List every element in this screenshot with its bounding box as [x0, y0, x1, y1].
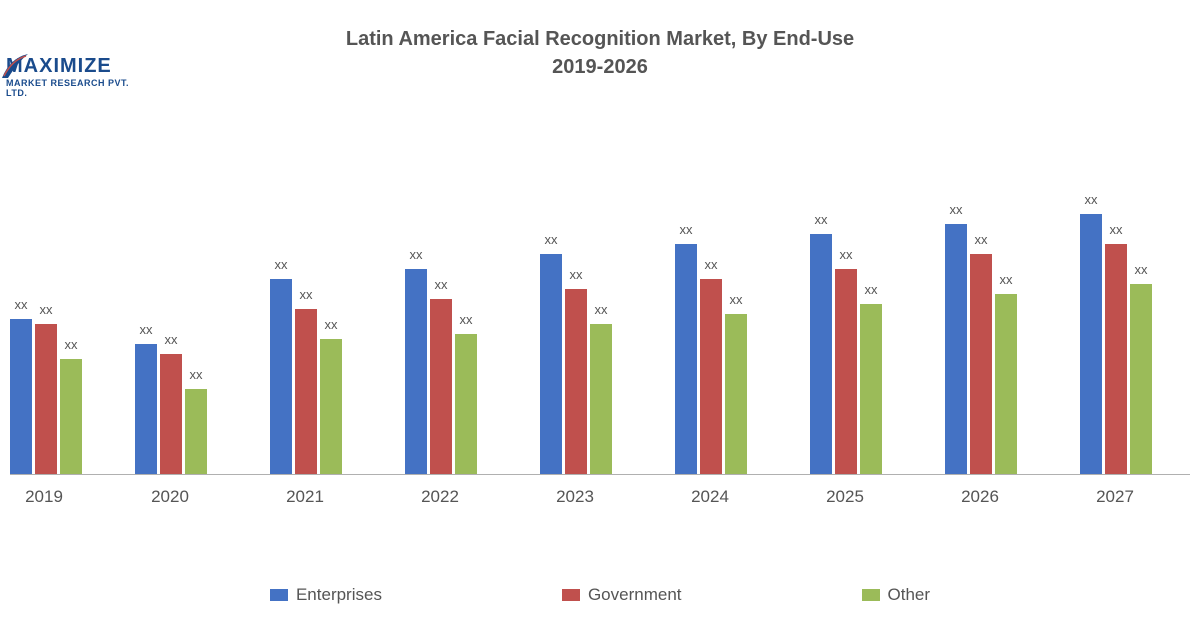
- bar-value-label: xx: [300, 287, 313, 302]
- bar-government: xx: [35, 324, 57, 474]
- legend-swatch-icon: [270, 589, 288, 601]
- bar-government: xx: [970, 254, 992, 474]
- legend-label: Government: [588, 585, 682, 605]
- chart-title-line1: Latin America Facial Recognition Market,…: [0, 25, 1200, 53]
- bar-enterprises: xx: [540, 254, 562, 474]
- x-axis-label: 2019: [25, 487, 63, 507]
- bar-enterprises: xx: [945, 224, 967, 474]
- x-axis-label: 2024: [691, 487, 729, 507]
- bar-value-label: xx: [140, 322, 153, 337]
- bar-value-label: xx: [595, 302, 608, 317]
- bar-other: xx: [725, 314, 747, 474]
- bar-value-label: xx: [1000, 272, 1013, 287]
- bar-government: xx: [160, 354, 182, 474]
- bar-government: xx: [835, 269, 857, 474]
- x-axis-label: 2022: [421, 487, 459, 507]
- bar-value-label: xx: [460, 312, 473, 327]
- x-axis-label: 2026: [961, 487, 999, 507]
- x-axis-label: 2020: [151, 487, 189, 507]
- year-group: xxxxxx: [10, 319, 82, 474]
- x-axis-label: 2021: [286, 487, 324, 507]
- logo-swoosh-icon: [0, 50, 30, 80]
- bar-value-label: xx: [840, 247, 853, 262]
- bar-value-label: xx: [275, 257, 288, 272]
- bar-other: xx: [590, 324, 612, 474]
- x-axis-label: 2025: [826, 487, 864, 507]
- bar-value-label: xx: [1135, 262, 1148, 277]
- bar-enterprises: xx: [810, 234, 832, 474]
- legend-swatch-icon: [862, 589, 880, 601]
- legend-label: Other: [888, 585, 931, 605]
- chart-area: xxxxxxxxxxxxxxxxxxxxxxxxxxxxxxxxxxxxxxxx…: [10, 135, 1190, 515]
- bar-value-label: xx: [435, 277, 448, 292]
- bar-value-label: xx: [705, 257, 718, 272]
- x-axis-label: 2027: [1096, 487, 1134, 507]
- bar-government: xx: [700, 279, 722, 474]
- bar-value-label: xx: [410, 247, 423, 262]
- bar-other: xx: [455, 334, 477, 474]
- chart-title-line2: 2019-2026: [0, 53, 1200, 81]
- bar-value-label: xx: [570, 267, 583, 282]
- bar-value-label: xx: [975, 232, 988, 247]
- bar-value-label: xx: [1085, 192, 1098, 207]
- logo-sub-text: MARKET RESEARCH PVT. LTD.: [6, 78, 150, 98]
- bar-enterprises: xx: [270, 279, 292, 474]
- bar-value-label: xx: [815, 212, 828, 227]
- bar-other: xx: [60, 359, 82, 474]
- bar-government: xx: [565, 289, 587, 474]
- bar-value-label: xx: [680, 222, 693, 237]
- bar-enterprises: xx: [1080, 214, 1102, 474]
- year-group: xxxxxx: [270, 279, 342, 474]
- bar-value-label: xx: [545, 232, 558, 247]
- bar-other: xx: [320, 339, 342, 474]
- bar-value-label: xx: [165, 332, 178, 347]
- bar-value-label: xx: [190, 367, 203, 382]
- bar-value-label: xx: [865, 282, 878, 297]
- bar-enterprises: xx: [135, 344, 157, 474]
- legend-label: Enterprises: [296, 585, 382, 605]
- bar-value-label: xx: [325, 317, 338, 332]
- year-group: xxxxxx: [1080, 214, 1152, 474]
- bar-government: xx: [430, 299, 452, 474]
- legend-item: Other: [862, 585, 931, 605]
- bar-other: xx: [995, 294, 1017, 474]
- bar-value-label: xx: [730, 292, 743, 307]
- year-group: xxxxxx: [405, 269, 477, 474]
- legend-swatch-icon: [562, 589, 580, 601]
- x-axis-label: 2023: [556, 487, 594, 507]
- chart-plot: xxxxxxxxxxxxxxxxxxxxxxxxxxxxxxxxxxxxxxxx…: [10, 135, 1190, 475]
- year-group: xxxxxx: [540, 254, 612, 474]
- chart-legend: Enterprises Government Other: [0, 585, 1200, 605]
- bar-value-label: xx: [15, 297, 28, 312]
- bar-value-label: xx: [950, 202, 963, 217]
- year-group: xxxxxx: [675, 244, 747, 474]
- year-group: xxxxxx: [945, 224, 1017, 474]
- bar-enterprises: xx: [405, 269, 427, 474]
- bar-government: xx: [295, 309, 317, 474]
- bar-value-label: xx: [1110, 222, 1123, 237]
- year-group: xxxxxx: [810, 234, 882, 474]
- bar-value-label: xx: [65, 337, 78, 352]
- legend-item: Enterprises: [270, 585, 382, 605]
- bar-government: xx: [1105, 244, 1127, 474]
- bar-other: xx: [860, 304, 882, 474]
- year-group: xxxxxx: [135, 344, 207, 474]
- brand-logo: MAXIMIZE MARKET RESEARCH PVT. LTD.: [0, 55, 150, 98]
- legend-item: Government: [562, 585, 682, 605]
- bar-enterprises: xx: [10, 319, 32, 474]
- x-axis-labels: 2019 2020 2021 2022 2023 2024 2025 2026 2027: [10, 475, 1190, 515]
- bar-other: xx: [1130, 284, 1152, 474]
- bar-enterprises: xx: [675, 244, 697, 474]
- bar-value-label: xx: [40, 302, 53, 317]
- chart-title: Latin America Facial Recognition Market,…: [0, 25, 1200, 81]
- bar-other: xx: [185, 389, 207, 474]
